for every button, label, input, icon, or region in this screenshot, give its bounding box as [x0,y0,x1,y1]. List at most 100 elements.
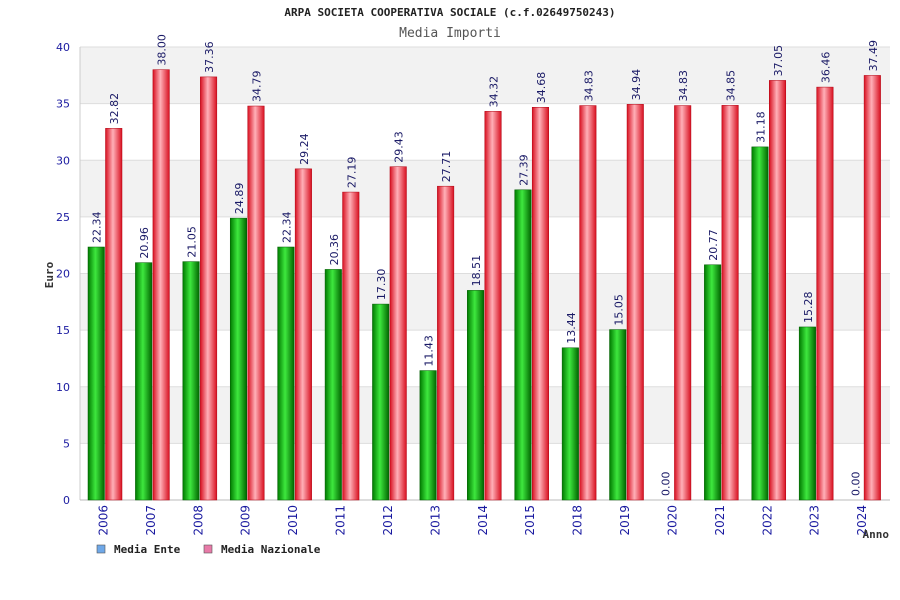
x-axis-label: Anno [863,528,890,541]
data-label: 37.36 [203,41,216,73]
data-label: 17.30 [375,269,388,301]
x-tick-label: 2019 [618,505,632,536]
data-label: 34.79 [250,71,263,103]
bar-media-ente [182,261,200,501]
data-label: 29.24 [298,133,311,165]
bar-media-ente [277,246,295,501]
x-tick-label: 2013 [428,505,442,536]
x-tick-label: 2009 [239,505,253,536]
y-tick-label: 30 [56,154,70,167]
data-label: 37.49 [867,40,880,72]
legend-label: Media Nazionale [221,543,321,556]
bar-media-nazionale [437,185,455,501]
bar-media-nazionale [626,104,644,501]
x-tick-label: 2023 [808,505,822,536]
bar-media-nazionale [863,75,881,501]
y-axis-ticks: 0 5 10 15 20 25 30 35 40 [56,41,70,507]
data-label: 15.05 [612,294,625,326]
data-label: 0.00 [660,472,673,497]
bar-media-ente [87,246,105,501]
bar-media-ente [324,269,342,501]
y-tick-label: 5 [63,437,70,450]
legend-swatch [203,544,213,554]
data-label: 34.83 [677,70,690,102]
data-label: 34.94 [630,69,643,101]
bar-media-ente [751,146,769,501]
data-label: 38.00 [156,34,169,66]
bar-media-nazionale [674,105,692,501]
bar-media-nazionale [389,166,407,501]
chart-title: ARPA SOCIETA COOPERATIVA SOCIALE (c.f.02… [284,6,616,19]
data-label: 18.51 [470,255,483,287]
data-label: 34.32 [488,76,501,108]
y-tick-label: 20 [56,268,70,281]
data-label: 11.43 [423,335,436,367]
bar-media-nazionale [484,111,502,501]
bar-media-nazionale [531,106,549,501]
bar-media-ente [229,217,247,501]
x-tick-label: 2010 [286,505,300,536]
bar-media-nazionale [816,86,834,501]
x-tick-label: 2024 [855,505,869,536]
legend-label: Media Ente [114,543,181,556]
x-tick-label: 2020 [665,505,679,536]
y-tick-label: 10 [56,381,70,394]
x-tick-label: 2006 [97,505,111,536]
bar-media-ente [704,264,722,501]
bar-media-nazionale [247,105,265,501]
y-tick-label: 0 [63,494,70,507]
bar-media-nazionale [200,76,218,501]
bar-media-ente [372,303,390,501]
data-label: 36.46 [819,52,832,84]
bar-media-ente [135,262,153,501]
bars: 22.34 32.82 20.96 38.00 21.05 37.36 24.89 34.79… [87,34,881,501]
x-tick-label: 2022 [760,505,774,536]
x-tick-label: 2015 [523,505,537,536]
legend: Media Ente Media Nazionale [96,543,321,556]
x-tick-label: 2011 [334,505,348,536]
legend-swatch [96,544,106,554]
chart-subtitle: Media Importi [399,26,501,41]
data-label: 24.89 [233,183,246,215]
bar-media-ente [514,189,532,501]
y-axis-label: Euro [43,261,56,288]
bar-media-nazionale [579,105,597,501]
data-label: 27.39 [517,154,530,186]
data-label: 0.00 [849,472,862,497]
data-label: 15.28 [802,291,815,323]
data-label: 20.96 [138,227,151,259]
y-tick-label: 35 [56,98,70,111]
bar-media-nazionale [294,168,312,501]
bar-media-nazionale [105,128,123,501]
data-label: 13.44 [565,312,578,344]
data-label: 22.34 [91,211,104,243]
data-label: 21.05 [186,226,199,258]
data-label: 31.18 [755,111,768,143]
data-label: 37.05 [772,45,785,77]
bar-media-nazionale [721,105,739,501]
bar-media-ente [609,329,627,501]
bar-media-ente [561,347,579,501]
bar-media-nazionale [342,191,360,501]
y-tick-label: 25 [56,211,70,224]
x-tick-label: 2008 [191,505,205,536]
x-axis-ticks: 2006 2007 2008 2009 2010 2011 2012 2013 2014 2015… [97,505,870,536]
data-label: 34.68 [535,72,548,104]
x-tick-label: 2021 [713,505,727,536]
x-tick-label: 2014 [476,505,490,536]
data-label: 34.83 [582,70,595,102]
bar-media-ente [798,326,816,501]
bar-media-ente [419,370,437,501]
bar-media-nazionale [769,80,787,501]
data-label: 27.19 [345,157,358,189]
y-tick-label: 15 [56,324,70,337]
data-label: 29.43 [393,131,406,163]
y-tick-label: 40 [56,41,70,54]
data-label: 27.71 [440,151,453,183]
data-label: 34.85 [725,70,738,102]
data-label: 22.34 [280,211,293,243]
x-tick-label: 2018 [571,505,585,536]
x-tick-label: 2012 [381,505,395,536]
bar-media-nazionale [152,69,170,501]
